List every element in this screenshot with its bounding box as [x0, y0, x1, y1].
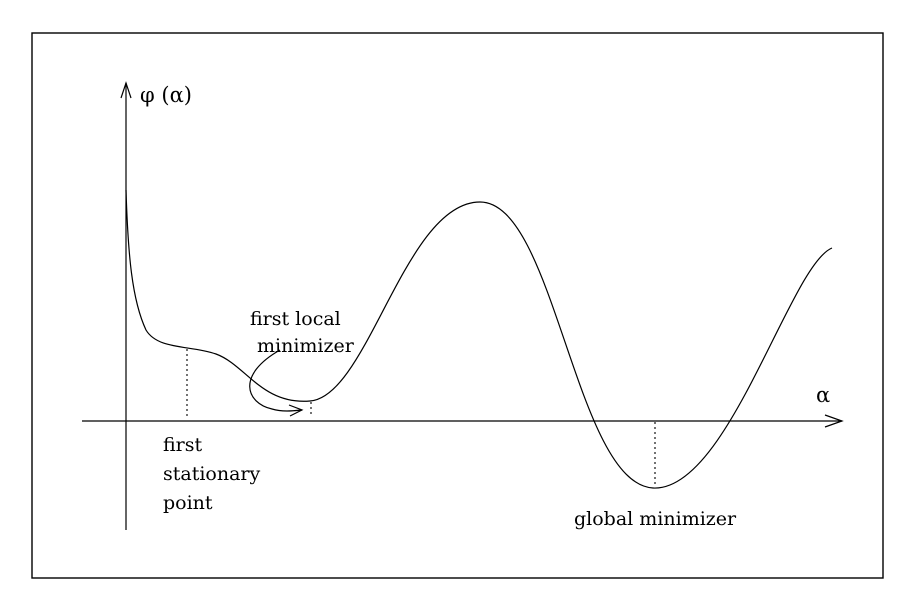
y-axis-arrow-icon: [120, 81, 132, 99]
first-stationary-point-label-line-3: point: [163, 492, 213, 514]
x-axis-label: α: [816, 383, 830, 407]
y-axis-label: φ (α): [140, 83, 192, 107]
x-axis-arrow-icon: [824, 414, 844, 428]
figure-frame: [31, 32, 884, 579]
local-minimizer-pointer-icon: [249, 349, 303, 412]
first-stationary-point-label-line-2: stationary: [163, 463, 261, 485]
phi-curve: [125, 189, 833, 489]
first-local-minimizer-label-line-1: first local: [250, 308, 341, 330]
local-minimizer-pointer-head-icon: [288, 404, 304, 417]
first-stationary-point-label-line-1: first: [163, 434, 203, 456]
first-local-minimizer-label-line-2: minimizer: [257, 335, 355, 357]
global-minimizer-label: global minimizer: [574, 508, 737, 530]
